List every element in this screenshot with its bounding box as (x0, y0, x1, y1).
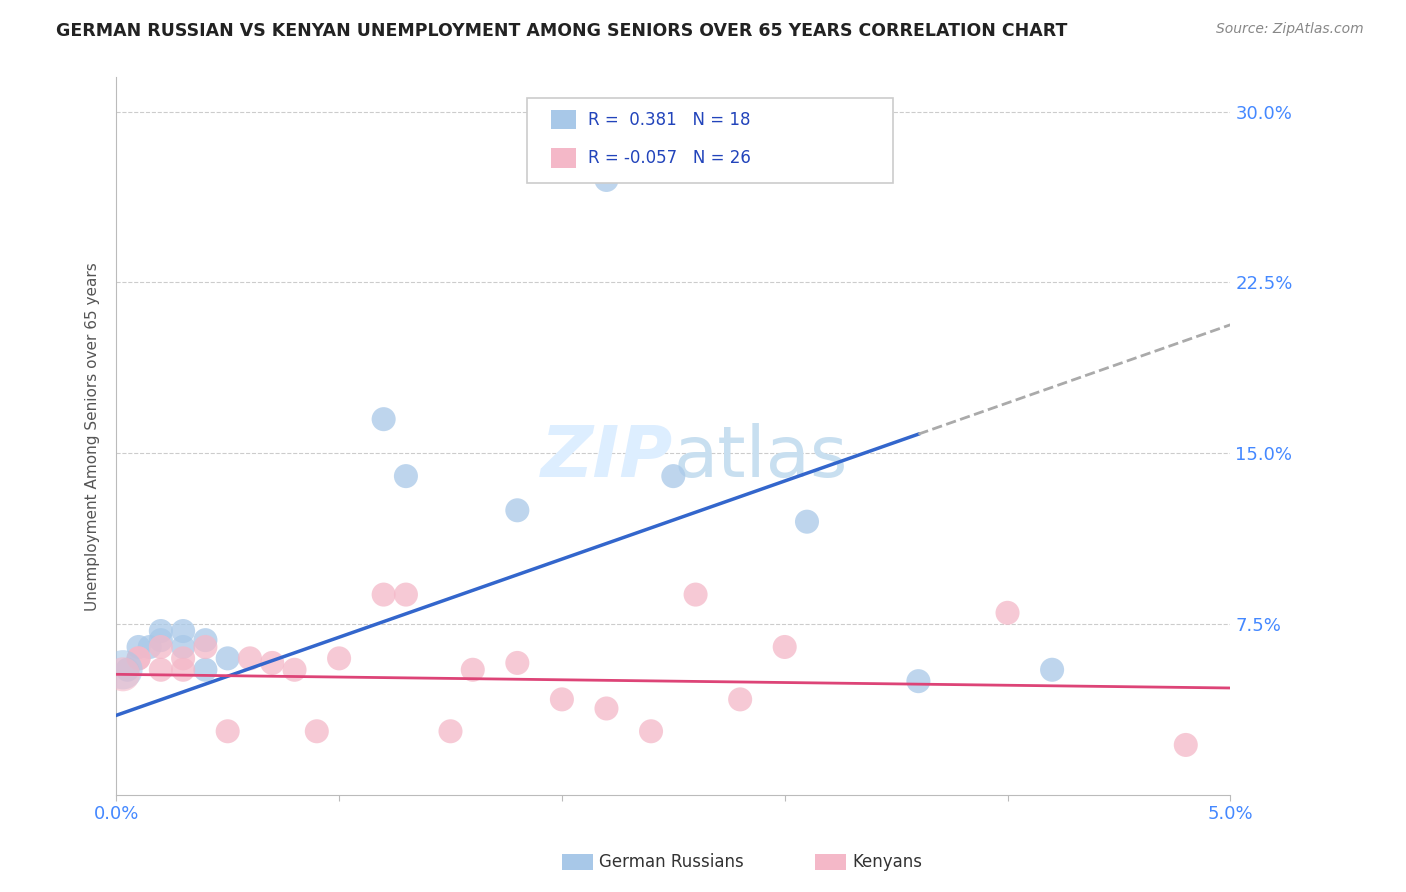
Point (373, 412, 395, 426)
Point (149, 663, 172, 677)
Point (283, 663, 305, 677)
Point (111, 663, 134, 677)
Point (328, 651, 350, 665)
Text: GERMAN RUSSIAN VS KENYAN UNEMPLOYMENT AMONG SENIORS OVER 65 YEARS CORRELATION CH: GERMAN RUSSIAN VS KENYAN UNEMPLOYMENT AM… (56, 22, 1067, 40)
Point (149, 624, 172, 638)
Point (194, 633, 217, 648)
Point (1040, 663, 1063, 677)
Point (172, 663, 194, 677)
Text: Source: ZipAtlas.com: Source: ZipAtlas.com (1216, 22, 1364, 37)
Point (461, 663, 484, 677)
Point (395, 588, 418, 602)
Point (685, 588, 707, 602)
Text: R =  0.381   N = 18: R = 0.381 N = 18 (588, 111, 751, 128)
Text: Kenyans: Kenyans (852, 853, 922, 871)
Point (172, 651, 194, 665)
Point (773, 640, 796, 654)
Point (997, 606, 1019, 620)
Point (138, 640, 160, 654)
Text: R = -0.057   N = 26: R = -0.057 N = 26 (588, 149, 751, 167)
Point (373, 588, 395, 602)
Y-axis label: Unemployment Among Seniors over 65 years: Unemployment Among Seniors over 65 years (86, 262, 100, 611)
Point (595, 701, 617, 715)
Point (395, 469, 418, 483)
Point (117, 663, 139, 677)
Point (728, 692, 751, 706)
Point (595, 173, 617, 187)
Point (217, 651, 239, 665)
Point (506, 503, 529, 517)
Point (907, 674, 929, 689)
Point (111, 667, 134, 681)
Point (149, 633, 172, 648)
Point (194, 663, 217, 677)
Point (239, 651, 262, 665)
Point (551, 692, 574, 706)
Point (194, 640, 217, 654)
Text: ZIP: ZIP (541, 424, 673, 492)
Text: German Russians: German Russians (599, 853, 744, 871)
Point (128, 640, 150, 654)
Point (172, 640, 194, 654)
Point (262, 656, 284, 670)
Point (1174, 738, 1197, 752)
Point (506, 656, 529, 670)
Point (439, 724, 461, 739)
Point (172, 624, 194, 638)
Point (640, 724, 662, 739)
Point (128, 651, 150, 665)
Point (128, 651, 150, 665)
Point (149, 640, 172, 654)
Point (217, 724, 239, 739)
Point (796, 515, 818, 529)
Text: atlas: atlas (673, 424, 848, 492)
Point (305, 724, 328, 739)
Point (662, 469, 685, 483)
